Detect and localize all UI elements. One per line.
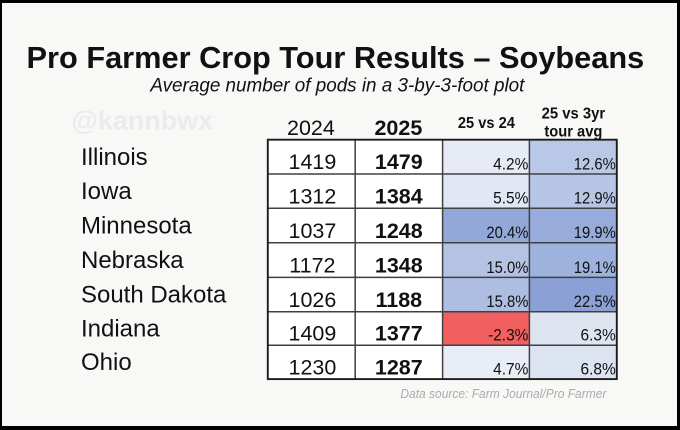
svg-text:1230: 1230 [288, 355, 336, 379]
svg-text:Pro Farmer Crop Tour Results –: Pro Farmer Crop Tour Results – Soybeans [27, 40, 645, 75]
svg-text:-2.3%: -2.3% [488, 326, 528, 345]
svg-text:2024: 2024 [287, 116, 335, 140]
svg-text:Ohio: Ohio [81, 349, 132, 376]
svg-text:6.8%: 6.8% [580, 359, 615, 378]
svg-text:2025: 2025 [374, 116, 422, 140]
svg-text:1026: 1026 [288, 288, 336, 312]
svg-text:1172: 1172 [289, 254, 335, 278]
svg-text:Average number of pods in a 3-: Average number of pods in a 3-by-3-foot … [149, 75, 525, 96]
svg-text:1287: 1287 [375, 355, 423, 379]
svg-text:Minnesota: Minnesota [81, 213, 192, 240]
svg-text:22.5%: 22.5% [574, 292, 616, 311]
svg-text:1188: 1188 [375, 288, 422, 312]
svg-text:tour avg: tour avg [544, 124, 602, 141]
svg-text:12.6%: 12.6% [574, 154, 616, 173]
svg-text:12.9%: 12.9% [574, 189, 616, 208]
svg-text:19.9%: 19.9% [574, 223, 616, 242]
svg-text:25 vs 24: 25 vs 24 [458, 115, 515, 132]
svg-text:@kannbwx: @kannbwx [71, 105, 213, 135]
svg-text:Iowa: Iowa [81, 178, 132, 205]
svg-text:1409: 1409 [288, 321, 336, 345]
svg-text:South Dakota: South Dakota [81, 282, 227, 309]
svg-text:15.0%: 15.0% [486, 258, 528, 277]
svg-text:1479: 1479 [375, 150, 423, 174]
svg-text:4.2%: 4.2% [493, 154, 528, 173]
svg-text:5.5%: 5.5% [493, 189, 528, 208]
svg-text:1037: 1037 [288, 219, 336, 243]
svg-text:1384: 1384 [375, 184, 423, 208]
svg-text:Illinois: Illinois [81, 144, 148, 171]
svg-text:1248: 1248 [375, 219, 423, 243]
svg-text:6.3%: 6.3% [580, 326, 615, 345]
svg-text:Indiana: Indiana [81, 315, 160, 342]
svg-text:25 vs 3yr: 25 vs 3yr [542, 105, 606, 122]
svg-text:4.7%: 4.7% [493, 359, 528, 378]
svg-text:1377: 1377 [375, 321, 423, 345]
svg-text:1312: 1312 [288, 184, 336, 208]
svg-text:Nebraska: Nebraska [81, 247, 184, 274]
svg-text:1348: 1348 [375, 254, 423, 278]
svg-text:1419: 1419 [288, 150, 336, 174]
svg-text:20.4%: 20.4% [486, 223, 528, 242]
svg-text:19.1%: 19.1% [574, 258, 616, 277]
svg-text:Data source: Farm Journal/Pro: Data source: Farm Journal/Pro Farmer [400, 386, 607, 401]
svg-text:15.8%: 15.8% [486, 292, 528, 311]
